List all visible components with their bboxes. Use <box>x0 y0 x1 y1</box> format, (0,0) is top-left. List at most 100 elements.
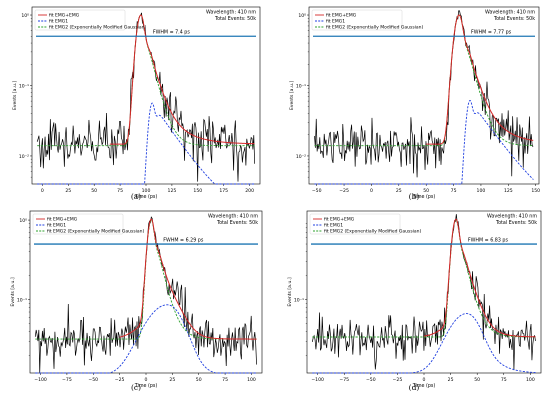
fwhm-label: FWHM = 6.29 ps <box>163 238 204 244</box>
x-tick-label: −25 <box>339 188 349 194</box>
x-tick-label: 0 <box>41 188 44 194</box>
x-tick-label: −25 <box>393 377 403 383</box>
y-axis-label: Events [a.u.] <box>12 81 18 110</box>
x-tick-label: 75 <box>222 377 228 383</box>
x-tick-label: 0 <box>370 188 373 194</box>
fit-total-curve <box>426 14 534 145</box>
y-tick-label: 10⁻¹ <box>294 297 304 303</box>
data-trace <box>314 10 534 178</box>
fit-emg1-curve <box>37 102 255 185</box>
legend-entry: fit EMG1 <box>324 223 343 229</box>
chart-panel-b: −50 −25 0 25 50 75 100 125 150 Time (ps) 10⁻² 10⁻¹ 1… <box>289 6 540 200</box>
chart-panel-a: 0 25 50 75 100 125 150 175 200 Time (ps) 10⁻² 10⁻¹ 1… <box>12 6 261 200</box>
fit-emg1-curve <box>35 304 257 374</box>
legend-entry: fit EMG2 (Exponentially Modified Gaussia… <box>49 25 147 31</box>
legend-entry: fit EMG1 <box>47 223 66 229</box>
x-tick-label: 100 <box>142 188 151 194</box>
panel-caption: (a) <box>131 192 141 201</box>
x-tick-label: 100 <box>477 188 486 194</box>
legend-box <box>309 213 401 235</box>
chart-panel-c: −100 −75 −50 −25 0 25 50 75 100 Time (ps) 10⁻¹ 10⁰ E… <box>10 210 263 389</box>
x-tick-label: 50 <box>91 188 97 194</box>
fwhm-label: FWHM = 7.77 ps <box>471 30 512 36</box>
x-axis-label: Time (ps) <box>134 194 158 200</box>
x-tick-label: −50 <box>312 188 322 194</box>
wavelength-label: Wavelength: 410 nm <box>206 10 256 16</box>
x-tick-label: 50 <box>423 188 429 194</box>
x-tick-label: 75 <box>451 188 457 194</box>
chart-panel-d: −100 −75 −50 −25 0 25 50 75 100 Time (ps) 10⁻¹Even… <box>287 210 542 389</box>
x-axis-label: Time (ps) <box>412 194 436 200</box>
legend-entry: fit EMG1 <box>49 19 68 25</box>
x-tick-label: 150 <box>193 188 202 194</box>
wavelength-label: Wavelength: 410 nm <box>487 214 537 220</box>
y-axis-label: Events [a.u.] <box>289 81 295 110</box>
y-axis-label: Events [a.u.] <box>287 277 293 306</box>
x-tick-label: 100 <box>526 377 535 383</box>
x-tick-label: 125 <box>504 188 513 194</box>
legend-entry: fit EMG+EMG <box>49 13 80 19</box>
plot-frame <box>29 210 263 374</box>
x-tick-label: 50 <box>474 377 480 383</box>
y-tick-label: 10⁻¹ <box>19 83 29 89</box>
fit-total-curve <box>109 14 255 145</box>
fit-emg2-curve <box>37 14 255 147</box>
x-axis-label: Time (ps) <box>412 383 436 389</box>
y-tick-label: 10⁻¹ <box>17 297 27 303</box>
legend-entry: fit EMG2 (Exponentially Modified Gaussia… <box>326 25 424 31</box>
fwhm-label: FWHM = 6.83 ps <box>468 238 509 244</box>
x-tick-label: 75 <box>117 188 123 194</box>
fit-total-curve <box>423 218 536 338</box>
total-events-label: Total Events: 50k <box>493 16 535 22</box>
legend-entry: fit EMG2 (Exponentially Modified Gaussia… <box>324 229 422 235</box>
legend-box <box>311 9 403 31</box>
x-axis-label: Time (ps) <box>134 383 158 389</box>
legend-entry: fit EMG+EMG <box>47 217 78 223</box>
y-tick-label: 10⁻² <box>19 154 29 160</box>
y-tick-label: 10⁰ <box>19 218 27 224</box>
y-tick-label: 10⁻² <box>296 154 306 160</box>
legend-entry: fit EMG1 <box>326 19 345 25</box>
x-tick-label: −25 <box>115 377 125 383</box>
x-tick-label: 25 <box>169 377 175 383</box>
fwhm-label: FWHM = 7.4 ps <box>153 30 191 36</box>
x-tick-label: 200 <box>245 188 254 194</box>
x-tick-label: 25 <box>448 377 454 383</box>
panel-caption: (b) <box>409 192 420 201</box>
fit-emg1-curve <box>314 100 534 185</box>
x-tick-label: 75 <box>501 377 507 383</box>
panel-caption: (c) <box>131 383 141 392</box>
x-tick-label: −50 <box>366 377 376 383</box>
legend-box <box>32 213 124 235</box>
wavelength-label: Wavelength: 410 nm <box>208 214 258 220</box>
x-tick-label: 150 <box>531 188 540 194</box>
y-axis-label: Events [a.u.] <box>10 277 16 306</box>
x-tick-label: −75 <box>62 377 72 383</box>
x-tick-label: 100 <box>247 377 256 383</box>
x-tick-label: 175 <box>219 188 228 194</box>
x-tick-label: 125 <box>168 188 177 194</box>
panel-caption: (d) <box>409 383 420 392</box>
y-tick-label: 10⁰ <box>298 13 306 19</box>
x-tick-label: 0 <box>145 377 148 383</box>
wavelength-label: Wavelength: 410 nm <box>485 10 535 16</box>
legend-entry: fit EMG+EMG <box>324 217 355 223</box>
legend-entry: fit EMG+EMG <box>326 13 357 19</box>
x-tick-label: 0 <box>423 377 426 383</box>
total-events-label: Total Events: 50k <box>495 220 537 226</box>
legend-box <box>34 9 126 31</box>
fit-emg2-curve <box>312 219 536 338</box>
x-tick-label: 25 <box>65 188 71 194</box>
fit-emg1-curve <box>312 313 536 374</box>
total-events-label: Total Events: 50k <box>216 220 258 226</box>
x-tick-label: 50 <box>196 377 202 383</box>
x-tick-label: −50 <box>88 377 98 383</box>
legend-entry: fit EMG2 (Exponentially Modified Gaussia… <box>47 229 145 235</box>
fit-total-curve <box>119 218 257 340</box>
x-tick-label: −100 <box>311 377 324 383</box>
total-events-label: Total Events: 50k <box>214 16 256 22</box>
x-tick-label: 25 <box>396 188 402 194</box>
x-tick-label: −100 <box>34 377 47 383</box>
fit-emg2-curve <box>314 14 534 147</box>
